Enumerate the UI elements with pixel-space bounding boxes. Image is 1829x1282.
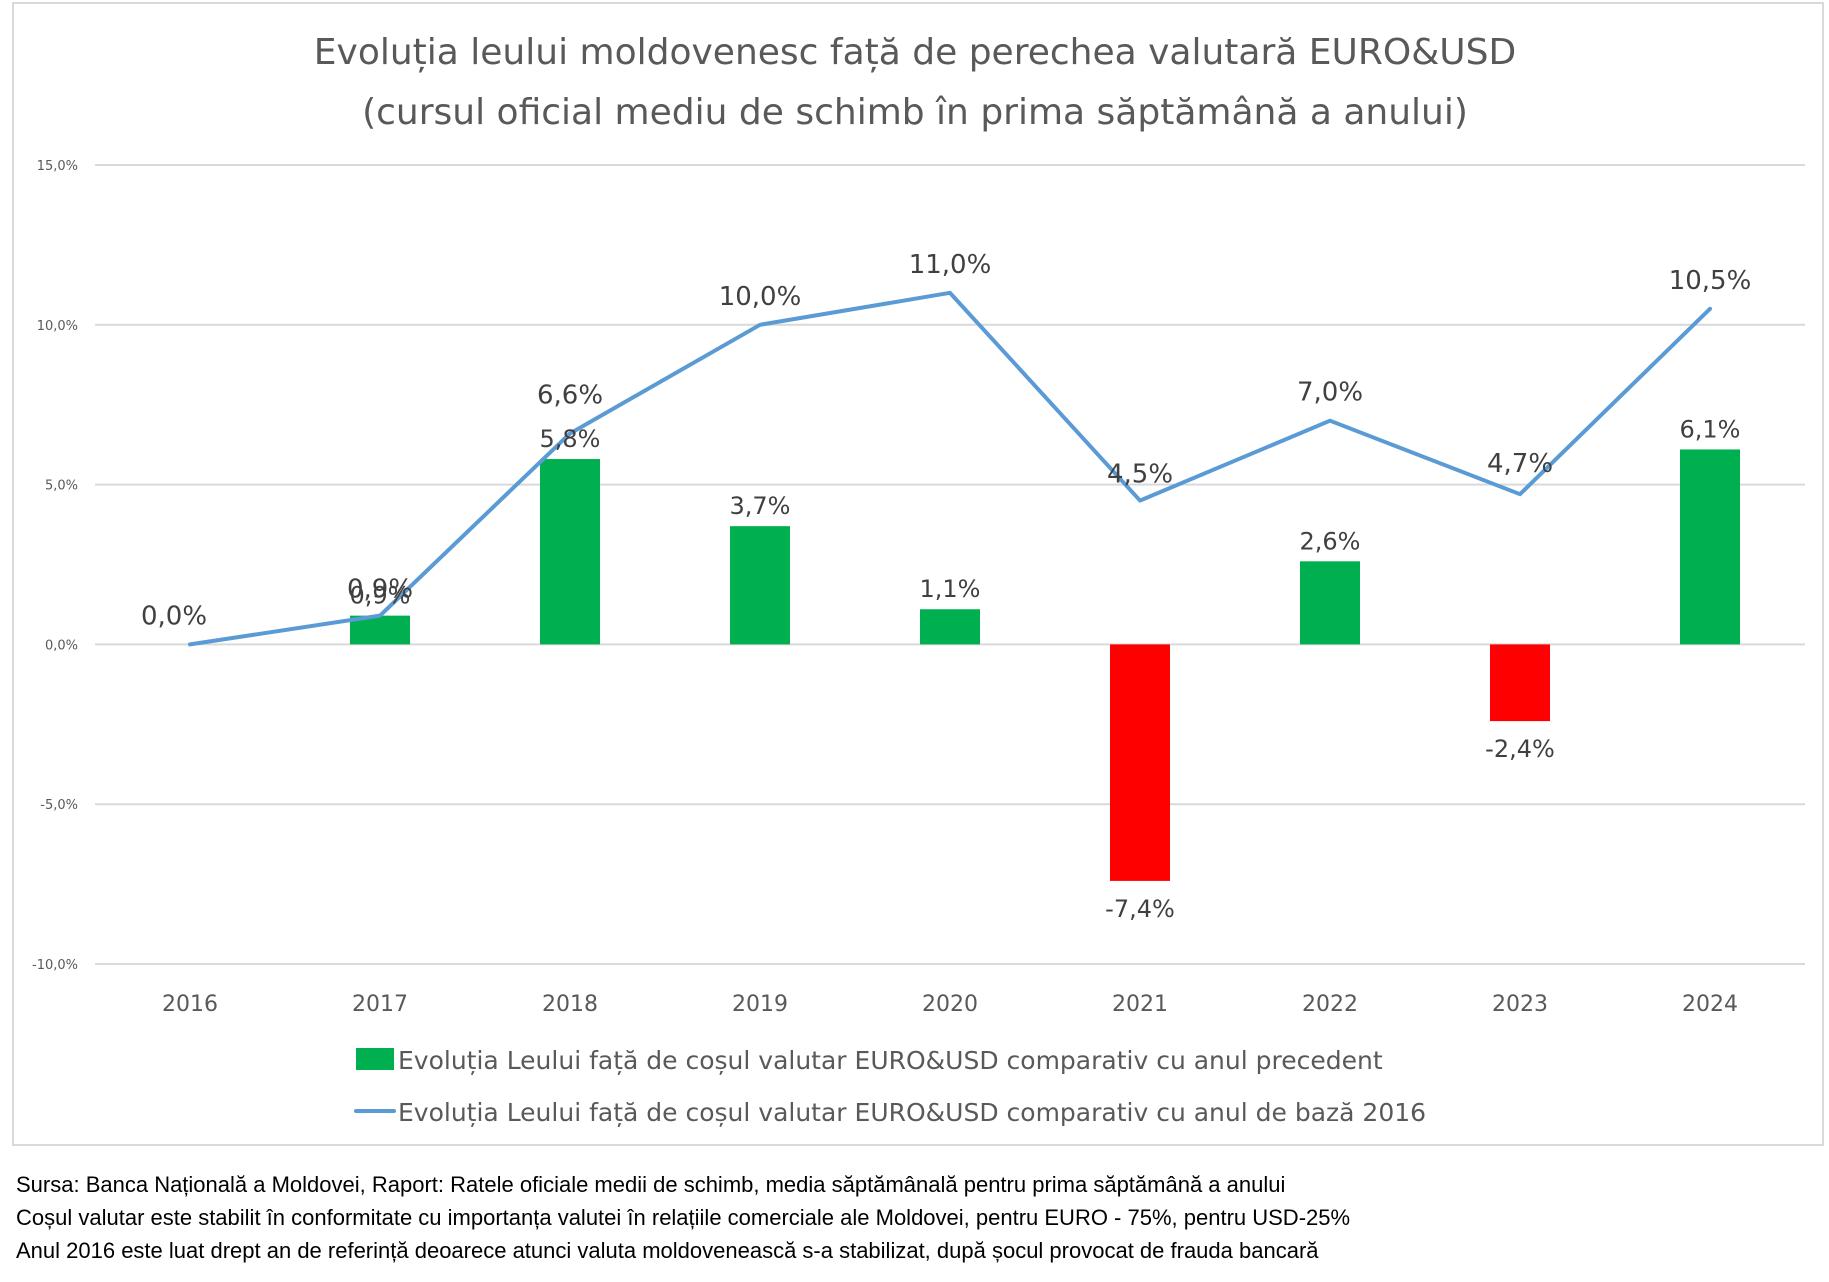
x-tick-label: 2016 [162, 992, 218, 1017]
x-tick-label: 2023 [1492, 992, 1548, 1017]
bar [1110, 644, 1170, 881]
bar-data-label: 2,6% [1300, 527, 1361, 555]
chart-svg: Evoluția leului moldovenesc față de pere… [32, 32, 1805, 1127]
line-data-label: 7,0% [1297, 378, 1363, 408]
line-data-label: 10,0% [719, 282, 802, 312]
y-tick-label: 10,0% [37, 319, 78, 334]
bar-data-label: 0,9% [350, 582, 411, 610]
y-tick-label: -5,0% [40, 798, 78, 813]
x-axis: 2016 2017 2018 2019 2020 2021 2022 2023 2024 [162, 992, 1738, 1017]
gridlines [95, 164, 1805, 965]
line-data-label: 11,0% [909, 250, 992, 280]
chart-subtitle: (cursul oficial mediu de schimb în prima… [362, 92, 1468, 133]
y-tick-label: 0,0% [45, 638, 78, 653]
y-tick-label: 5,0% [45, 479, 78, 494]
x-tick-label: 2024 [1682, 992, 1738, 1017]
y-axis: 15,0% 10,0% 5,0% 0,0% -5,0% -10,0% [32, 159, 78, 973]
y-tick-label: 15,0% [37, 159, 78, 174]
line-path [188, 290, 1712, 647]
y-tick-label: -10,0% [32, 958, 78, 973]
line-data-label: 4,5% [1107, 460, 1173, 490]
x-tick-label: 2022 [1302, 992, 1358, 1017]
footer-source: Sursa: Banca Națională a Moldovei, Rapor… [16, 1172, 1286, 1197]
bar-data-label: -2,4% [1485, 735, 1555, 763]
bar [1680, 449, 1740, 645]
bar-data-label: -7,4% [1105, 895, 1175, 923]
x-tick-label: 2018 [542, 992, 598, 1017]
line-series [188, 290, 1712, 647]
bar-data-label: 1,1% [920, 575, 981, 603]
bar [1490, 644, 1550, 722]
bar [730, 526, 790, 645]
chart-container [12, 2, 1824, 1146]
footer-basket-note: Coșul valutar este stabilit în conformit… [16, 1205, 1351, 1230]
line-data-label: 0,0% [141, 601, 207, 631]
bar-data-label: 6,1% [1680, 415, 1741, 443]
x-tick-label: 2020 [922, 992, 978, 1017]
x-tick-label: 2017 [352, 992, 408, 1017]
legend-line-label: Evoluția Leului față de coșul valutar EU… [398, 1098, 1426, 1127]
x-tick-label: 2021 [1112, 992, 1168, 1017]
x-tick-label: 2019 [732, 992, 788, 1017]
line-data-label: 0,9% [347, 575, 413, 605]
bar [540, 459, 600, 645]
legend-bar-swatch [356, 1048, 394, 1070]
data-labels: 0,9% 5,8% 3,7% 1,1% -7,4% 2,6% -2,4% 6,1% 0,0% 0,… [141, 250, 1751, 923]
bar [1300, 561, 1360, 645]
footer-reference-note: Anul 2016 este luat drept an de referinț… [16, 1238, 1319, 1263]
line-data-label: 4,7% [1487, 449, 1553, 479]
bar-data-label: 3,7% [730, 492, 791, 520]
line-data-label: 10,5% [1669, 266, 1752, 296]
chart-title: Evoluția leului moldovenesc față de pere… [314, 32, 1516, 73]
bar-data-label: 5,8% [540, 425, 601, 453]
footer-notes: Sursa: Banca Națională a Moldovei, Rapor… [16, 1168, 1350, 1267]
bar [920, 609, 980, 645]
legend: Evoluția Leului față de coșul valutar EU… [354, 1046, 1426, 1127]
line-data-label: 6,6% [537, 380, 603, 410]
bar-series [350, 449, 1740, 881]
legend-bar-label: Evoluția Leului față de coșul valutar EU… [398, 1046, 1383, 1075]
